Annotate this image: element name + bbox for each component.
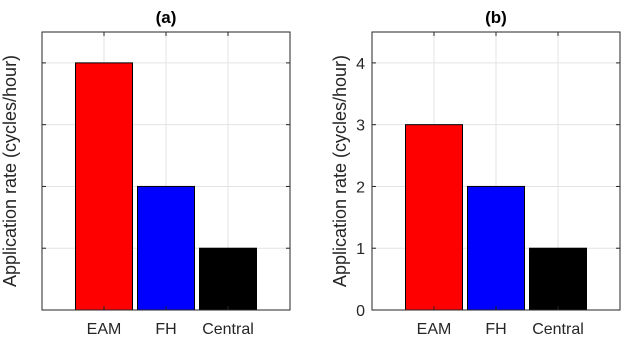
y-tick-label: 3 (356, 118, 365, 135)
chart-title: (b) (485, 8, 507, 27)
x-tick-labels: EAM FH Central (87, 321, 254, 338)
axes (41, 31, 291, 311)
x-tick-label: FH (485, 321, 506, 338)
y-tick-labels: 0 1 2 3 4 (356, 56, 365, 320)
axes (371, 31, 621, 311)
x-tick-label: Central (532, 321, 584, 338)
y-tick-label: 1 (356, 241, 365, 258)
bar-fh (137, 185, 195, 311)
bar-central (529, 247, 587, 311)
bars (405, 124, 587, 311)
bar-eam (405, 124, 463, 311)
bar-fh (467, 185, 525, 311)
chart-title: (a) (156, 8, 177, 27)
x-tick-label: EAM (417, 321, 452, 338)
x-tick-labels: EAM FH Central (417, 321, 584, 338)
y-tick-label: 4 (356, 56, 365, 73)
y-tick-label: 0 (356, 303, 365, 320)
y-axis-label: Application rate (cycles/hour) (0, 55, 20, 287)
y-tick-label: 2 (356, 179, 365, 196)
x-tick-label: Central (202, 321, 254, 338)
x-tick-label: EAM (87, 321, 122, 338)
x-tick-label: FH (155, 321, 176, 338)
bar-central (199, 247, 257, 311)
bar-eam (75, 62, 133, 311)
y-axis-label: Application rate (cycles/hour) (330, 55, 350, 287)
chart-panel-b: (b) Application rate (cycles/hour) EAM FH… (330, 8, 621, 338)
chart-panel-a: (a) Application rate (cycles/hour) EAM FH… (0, 8, 291, 338)
